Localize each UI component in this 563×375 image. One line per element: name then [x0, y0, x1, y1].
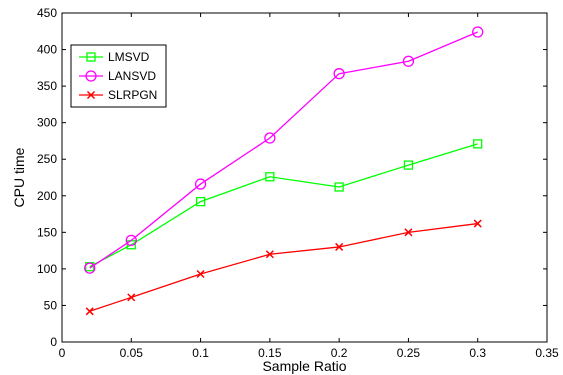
legend-item: LMSVD: [79, 50, 150, 64]
x-tick-label: 0.3: [469, 346, 486, 360]
circle-marker: [84, 262, 96, 274]
series-lansvd: [84, 26, 484, 274]
x-marker: [85, 307, 94, 316]
y-tick-label: 100: [37, 262, 57, 276]
y-tick-label: 50: [44, 298, 58, 312]
x-marker: [196, 269, 205, 279]
y-axis-title: CPU time: [11, 147, 27, 207]
square-marker: [86, 52, 96, 62]
x-marker: [86, 90, 96, 100]
legend-item: LANSVD: [79, 69, 156, 83]
series-line: [89, 31, 478, 269]
x-marker: [404, 228, 413, 237]
y-tick-label: 200: [37, 189, 57, 203]
x-axis-title: Sample Ratio: [262, 358, 346, 374]
x-tick-label: 0.1: [192, 346, 209, 360]
x-marker: [127, 293, 136, 302]
ticks-layer: 0 0.05 0.1 0.15 0.2 0.25 0.3 0.35 0 50 100 150 200 25…: [37, 6, 559, 360]
x-tick-label: 0.25: [397, 346, 421, 360]
y-tick-label: 400: [37, 43, 57, 57]
y-tick-label: 150: [37, 225, 57, 239]
y-tick-label: 0: [50, 335, 57, 349]
legend-label: SLRPGN: [108, 88, 157, 102]
y-tick-label: 250: [37, 152, 57, 166]
x-tick-label: 0.15: [258, 346, 282, 360]
x-tick-label: 0.05: [120, 346, 144, 360]
series-layer: [84, 26, 484, 316]
square-marker: [265, 172, 275, 182]
x-marker: [265, 250, 274, 259]
x-marker: [473, 219, 482, 228]
square-marker: [195, 196, 206, 207]
legend-label: LANSVD: [108, 69, 156, 83]
y-tick-label: 300: [37, 116, 57, 130]
x-tick-label: 0: [59, 346, 66, 360]
x-marker: [335, 242, 344, 251]
y-tick-label: 450: [37, 6, 57, 20]
square-marker: [403, 160, 414, 170]
square-marker: [334, 182, 344, 192]
legend-label: LMSVD: [108, 50, 150, 64]
x-tick-label: 0.2: [331, 346, 348, 360]
square-marker: [473, 139, 483, 149]
legend: LMSVD LANSVD SLRPGN: [70, 44, 167, 108]
circle-marker: [333, 68, 345, 80]
circle-marker: [402, 55, 415, 67]
series-slrpgn: [85, 219, 482, 316]
y-tick-label: 350: [37, 79, 57, 93]
circle-marker: [194, 178, 207, 190]
circle-marker: [125, 234, 137, 247]
circle-marker: [472, 26, 484, 38]
circle-marker: [85, 70, 97, 82]
legend-item: SLRPGN: [79, 88, 157, 102]
x-tick-label: 0.35: [535, 346, 559, 360]
circle-marker: [264, 132, 276, 144]
